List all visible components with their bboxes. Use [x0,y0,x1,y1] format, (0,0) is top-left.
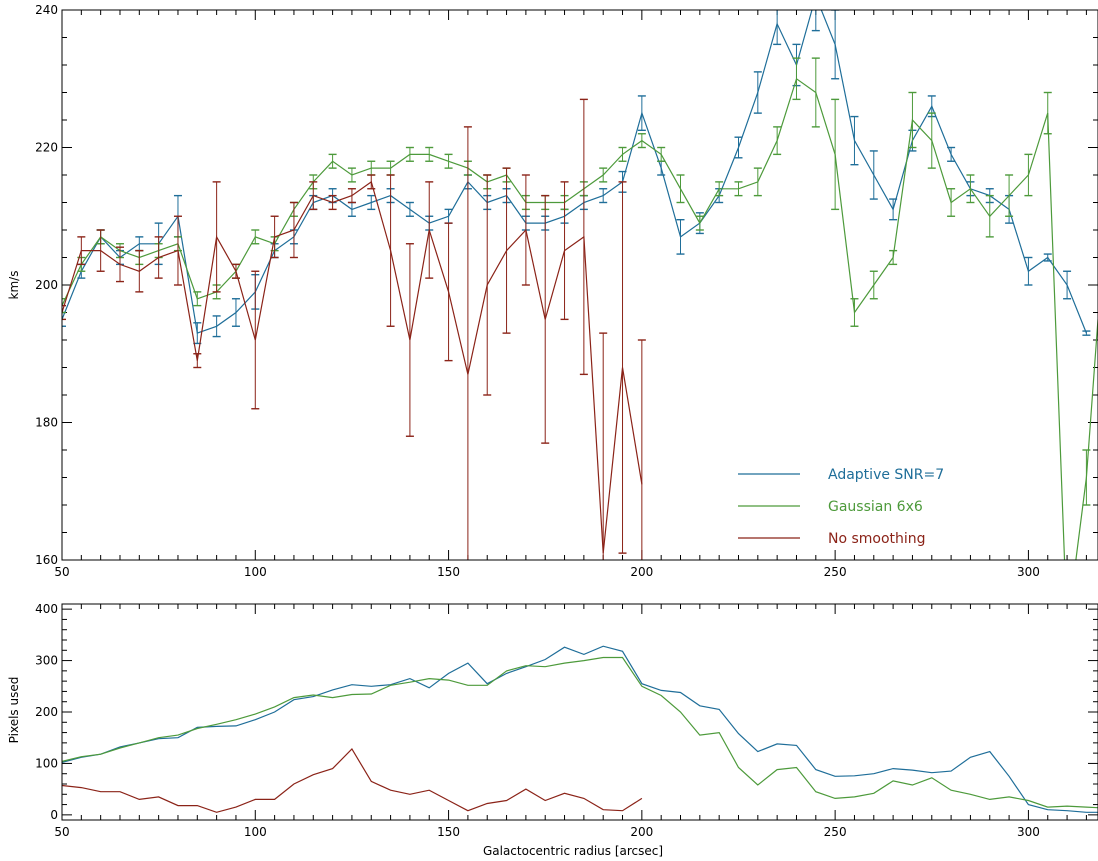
pixels-series-line [62,645,1098,813]
velocity-series-line [62,180,643,554]
legend-label-0: Adaptive SNR=7 [828,467,944,483]
velocity-series-line [62,10,1087,334]
pixels-y-tick-label: 200 [35,705,58,719]
velocity-y-tick-label: 240 [35,3,58,17]
pixels-series-0 [62,645,1098,813]
velocity-series-2 [62,98,646,560]
pixels-x-tick-label: 150 [437,825,460,839]
velocity-y-tick-label: 200 [35,278,58,292]
velocity-plot-frame [61,9,1098,561]
velocity-x-tick-label: 200 [630,565,653,579]
pixels-series-line [62,748,643,813]
velocity-x-tick-label: 100 [244,565,267,579]
velocity-series-1 [62,57,1098,560]
pixels-y-tick-label: 400 [35,602,58,616]
pixels-series-2 [62,748,643,813]
velocity-y-tick-label: 180 [35,416,58,430]
velocity-y-tick-label: 160 [35,553,58,567]
velocity-series-layer [62,10,1098,560]
velocity-panel: 50 100 150 200 250 300 160 180 200 220 240 Adaptiv… [7,3,1098,579]
velocity-y-tick-label: 220 [35,141,58,155]
pixels-plot-frame [61,603,1098,821]
pixels-panel: 50 100 150 200 250 300 0 100 200 300 400 Pixels us… [7,602,1098,858]
legend-label-1: Gaussian 6x6 [828,499,923,515]
pixels-series-1 [62,656,1098,809]
pixels-axis-title: Pixels used [7,677,21,744]
legend-label-2: No smoothing [828,531,926,547]
pixels-y-tick-label: 0 [50,808,58,822]
velocity-x-tick-label: 300 [1017,565,1040,579]
pixels-x-tick-label: 50 [54,825,69,839]
pixels-x-tick-label: 200 [630,825,653,839]
velocity-axis-title: km/s [7,271,21,300]
radius-axis-title: Galactocentric radius [arcsec] [483,844,663,858]
pixels-axis-ticks: 50 100 150 200 250 300 0 100 200 300 400 [35,602,1098,839]
pixels-x-tick-label: 250 [824,825,847,839]
pixels-x-tick-label: 300 [1017,825,1040,839]
pixels-series-line [62,656,1098,809]
velocity-x-tick-label: 50 [54,565,69,579]
velocity-x-tick-label: 150 [437,565,460,579]
pixels-series-layer [62,645,1098,813]
velocity-x-tick-label: 250 [824,565,847,579]
pixels-y-tick-label: 300 [35,654,58,668]
pixels-y-tick-label: 100 [35,756,58,770]
pixels-x-tick-label: 100 [244,825,267,839]
velocity-series-line [62,77,1098,560]
legend: Adaptive SNR=7 Gaussian 6x6 No smoothing [738,467,944,547]
